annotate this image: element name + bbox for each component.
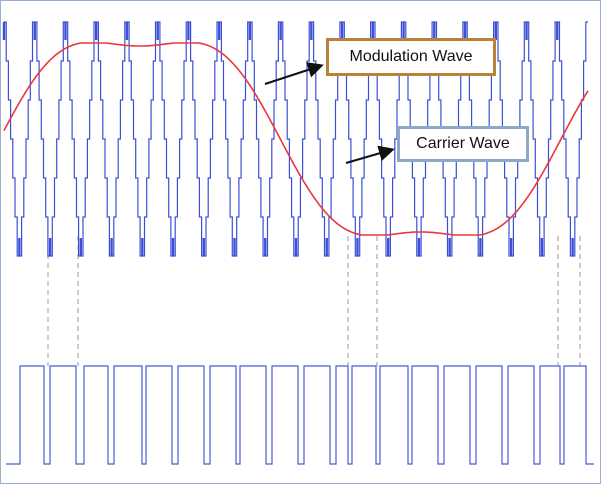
label-arrows [264, 62, 395, 164]
modulation-arrow [264, 62, 324, 85]
carrier-wave [2, 21, 588, 257]
modulation-sine [3, 42, 589, 236]
carrier-wave-label: Carrier Wave [397, 126, 529, 162]
guide-lines [47, 236, 581, 366]
carrier-arrow [345, 145, 395, 164]
pwm-output [6, 365, 594, 465]
modulation-wave [3, 42, 589, 236]
pwm-pulse-train [6, 365, 594, 465]
modulation-wave-label: Modulation Wave [326, 38, 496, 76]
